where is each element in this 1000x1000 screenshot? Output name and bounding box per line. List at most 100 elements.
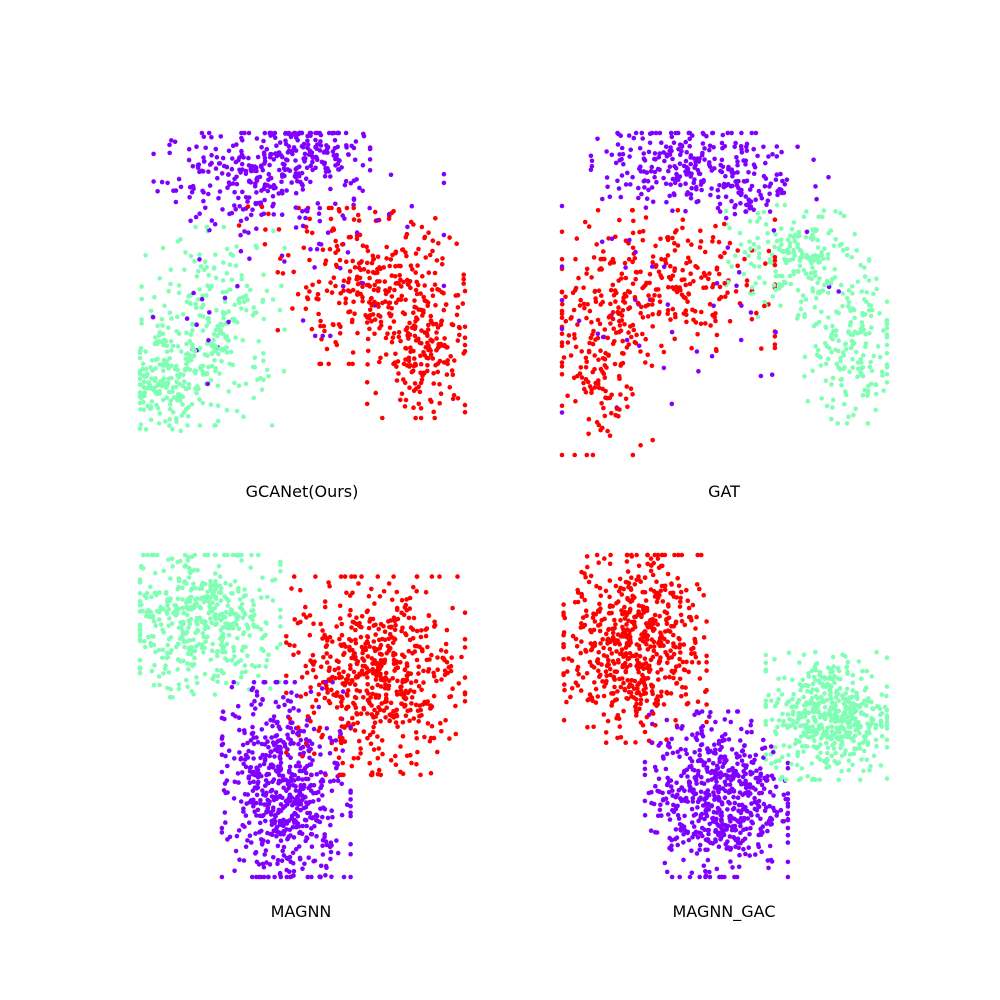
scatter-point <box>863 332 868 337</box>
scatter-point <box>306 855 312 860</box>
scatter-point <box>344 205 350 211</box>
scatter-point <box>637 654 643 659</box>
scatter-point <box>284 827 289 832</box>
scatter-point <box>160 397 166 403</box>
scatter-point <box>367 644 373 649</box>
scatter-point <box>814 295 819 301</box>
scatter-point <box>205 381 210 387</box>
scatter-point <box>284 188 289 193</box>
scatter-point <box>164 359 169 364</box>
scatter-point <box>219 742 225 748</box>
scatter-point <box>697 874 702 880</box>
scatter-point <box>157 682 162 688</box>
scatter-point <box>840 247 846 253</box>
scatter-point <box>230 156 235 161</box>
scatter-point <box>698 789 704 795</box>
scatter-point <box>189 645 194 650</box>
scatter-point <box>177 381 183 387</box>
scatter-point <box>291 835 297 840</box>
scatter-point <box>242 663 248 668</box>
scatter-point <box>570 290 576 296</box>
scatter-point <box>345 677 351 682</box>
scatter-point <box>879 733 885 739</box>
scatter-point <box>418 415 424 421</box>
scatter-point <box>245 653 250 659</box>
scatter-point <box>137 376 143 382</box>
scatter-point <box>832 267 837 272</box>
scatter-point <box>183 600 189 605</box>
scatter-point <box>244 308 249 313</box>
scatter-point <box>322 599 328 604</box>
scatter-point <box>282 245 287 251</box>
scatter-point <box>236 585 241 591</box>
scatter-point <box>391 650 396 656</box>
scatter-point <box>824 343 830 349</box>
scatter-point <box>315 291 321 297</box>
scatter-point <box>584 671 590 676</box>
scatter-point <box>235 703 241 709</box>
scatter-point <box>749 819 754 824</box>
scatter-point <box>342 682 348 688</box>
scatter-point <box>403 631 408 636</box>
scatter-point <box>167 695 173 700</box>
scatter-point <box>351 299 356 305</box>
scatter-point <box>379 636 385 642</box>
scatter-point <box>619 313 625 318</box>
scatter-point <box>632 595 637 600</box>
scatter-point <box>689 185 694 191</box>
scatter-point <box>417 389 423 395</box>
scatter-point <box>781 792 787 798</box>
scatter-point <box>717 756 722 761</box>
scatter-point <box>392 618 398 624</box>
scatter-point <box>331 322 336 328</box>
scatter-point <box>318 874 323 880</box>
scatter-point <box>235 636 240 641</box>
scatter-point <box>220 734 225 739</box>
scatter-point <box>753 197 758 202</box>
scatter-point <box>702 146 707 151</box>
scatter-point <box>856 366 861 372</box>
scatter-point <box>227 182 232 187</box>
scatter-point <box>592 353 597 358</box>
scatter-point <box>691 279 696 284</box>
scatter-point <box>767 184 772 189</box>
scatter-point <box>290 151 295 157</box>
scatter-point <box>674 228 679 233</box>
scatter-point <box>307 257 312 263</box>
scatter-point <box>328 822 333 828</box>
scatter-point <box>194 144 199 149</box>
scatter-point <box>427 252 433 258</box>
scatter-point <box>403 345 408 351</box>
scatter-point <box>406 648 412 654</box>
scatter-point <box>748 199 754 204</box>
scatter-point <box>139 296 144 302</box>
scatter-point <box>149 399 155 404</box>
scatter-point <box>597 674 602 680</box>
scatter-point <box>143 349 148 354</box>
scatter-point <box>191 692 196 697</box>
scatter-point <box>765 198 771 203</box>
scatter-point <box>617 407 622 412</box>
scatter-point <box>785 237 791 242</box>
scatter-point <box>399 610 404 616</box>
scatter-point <box>713 719 718 725</box>
scatter-point <box>727 318 733 324</box>
scatter-point <box>303 306 309 312</box>
scatter-point <box>284 640 289 645</box>
scatter-point <box>687 756 693 761</box>
scatter-point <box>261 377 266 383</box>
scatter-point <box>378 266 383 272</box>
scatter-point <box>258 755 263 761</box>
scatter-point <box>744 278 750 283</box>
scatter-point <box>739 303 744 308</box>
scatter-point <box>350 361 355 367</box>
scatter-point <box>813 184 818 189</box>
scatter-point <box>442 672 448 678</box>
scatter-point <box>251 756 256 761</box>
scatter-point <box>435 667 441 672</box>
scatter-point <box>812 665 818 670</box>
scatter-point <box>779 692 785 697</box>
scatter-point <box>291 652 296 658</box>
scatter-point <box>371 287 377 293</box>
scatter-point <box>676 552 681 558</box>
